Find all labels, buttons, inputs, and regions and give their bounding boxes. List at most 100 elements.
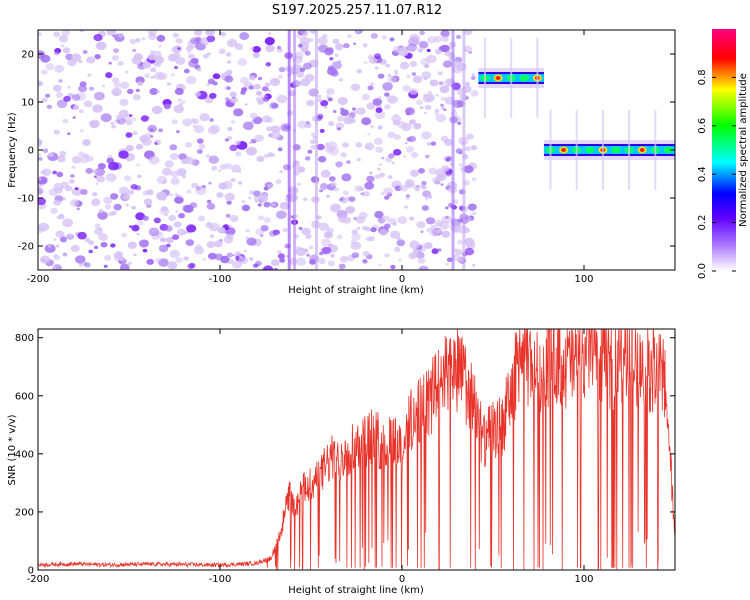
noise-blob xyxy=(108,161,119,171)
noise-blob xyxy=(403,155,407,158)
noise-blob xyxy=(217,227,226,234)
noise-blob xyxy=(248,257,254,261)
noise-blob xyxy=(262,86,269,92)
noise-blob xyxy=(306,99,315,107)
noise-blob xyxy=(216,192,224,198)
noise-blob xyxy=(331,61,342,70)
noise-blob xyxy=(88,120,96,126)
noise-blob xyxy=(262,96,270,102)
noise-blob xyxy=(310,144,317,150)
x-tick-label: 100 xyxy=(574,574,593,585)
noise-blob xyxy=(334,53,339,58)
noise-blob xyxy=(151,105,163,115)
noise-blob xyxy=(94,245,99,250)
noise-blob xyxy=(440,30,450,38)
noise-blob xyxy=(94,227,104,236)
colorbar-tick-label: 0.0 xyxy=(697,263,708,279)
noise-blob xyxy=(60,236,67,243)
noise-blob xyxy=(326,227,334,234)
noise-blob xyxy=(125,119,133,126)
noise-blob xyxy=(197,215,206,222)
noise-blob xyxy=(70,244,80,253)
noise-blob xyxy=(224,192,235,201)
noise-blob xyxy=(421,131,432,140)
noise-blob xyxy=(175,38,183,44)
x-tick-label: -100 xyxy=(209,274,232,285)
noise-blob xyxy=(394,72,398,75)
noise-blob xyxy=(137,220,144,226)
tone-peak-core xyxy=(495,76,501,80)
noise-blob xyxy=(218,169,222,172)
noise-blob xyxy=(384,92,390,97)
noise-blob xyxy=(187,50,191,54)
noise-blob xyxy=(64,185,73,192)
noise-blob xyxy=(158,244,169,253)
noise-blob xyxy=(446,257,453,263)
noise-blob xyxy=(211,165,218,171)
noise-blob xyxy=(240,90,246,95)
noise-blob xyxy=(245,236,249,240)
noise-blob xyxy=(339,198,344,202)
noise-blob xyxy=(117,61,124,66)
noise-blob xyxy=(56,99,68,109)
noise-blob xyxy=(338,263,346,270)
noise-blob xyxy=(224,86,229,90)
noise-blob xyxy=(301,227,311,236)
noise-blob xyxy=(350,83,361,92)
noise-blob xyxy=(471,211,477,216)
noise-blob xyxy=(332,110,337,113)
noise-streak xyxy=(462,30,466,270)
noise-blob xyxy=(175,257,184,264)
noise-blob xyxy=(38,139,43,145)
noise-blob xyxy=(128,225,133,229)
noise-blob xyxy=(421,181,427,186)
noise-blob xyxy=(135,38,141,43)
noise-blob xyxy=(77,231,87,240)
noise-blob xyxy=(54,64,65,73)
noise-blob xyxy=(336,234,343,240)
noise-blob xyxy=(68,233,73,238)
noise-blob xyxy=(298,30,309,35)
noise-blob xyxy=(374,66,379,70)
noise-blob xyxy=(209,124,221,134)
noise-blob xyxy=(378,263,382,266)
noise-blob xyxy=(384,104,391,110)
noise-blob xyxy=(370,82,375,86)
noise-blob xyxy=(197,138,204,144)
noise-blob xyxy=(84,262,91,268)
noise-blob xyxy=(387,131,396,139)
noise-blob xyxy=(237,181,243,185)
noise-blob xyxy=(387,95,398,104)
y-tick-label: 20 xyxy=(21,50,34,61)
noise-blob xyxy=(119,263,130,270)
noise-blob xyxy=(328,147,339,156)
noise-blob xyxy=(464,237,475,246)
noise-blob xyxy=(72,116,76,119)
tone-1 xyxy=(478,38,544,118)
noise-blobs xyxy=(38,30,479,270)
noise-blob xyxy=(336,210,348,219)
snr-plot-area xyxy=(38,329,675,570)
noise-blob xyxy=(421,205,429,211)
noise-blob xyxy=(192,118,200,125)
noise-blob xyxy=(338,216,347,223)
noise-blob xyxy=(45,63,55,71)
noise-blob xyxy=(136,233,140,236)
noise-blob xyxy=(339,256,348,263)
noise-blob xyxy=(396,239,406,247)
noise-blob xyxy=(337,116,344,122)
noise-blob xyxy=(212,73,221,80)
noise-blob xyxy=(379,229,388,236)
noise-blob xyxy=(355,142,363,148)
noise-blob xyxy=(182,230,188,235)
noise-blob xyxy=(243,121,254,131)
noise-blob xyxy=(273,267,278,270)
noise-blob xyxy=(185,239,195,247)
noise-blob xyxy=(384,195,390,200)
noise-blob xyxy=(409,240,420,249)
noise-blob xyxy=(62,118,69,124)
noise-blob xyxy=(440,96,446,101)
noise-blob xyxy=(298,226,303,231)
noise-blob xyxy=(79,30,84,33)
noise-blob xyxy=(206,202,216,210)
